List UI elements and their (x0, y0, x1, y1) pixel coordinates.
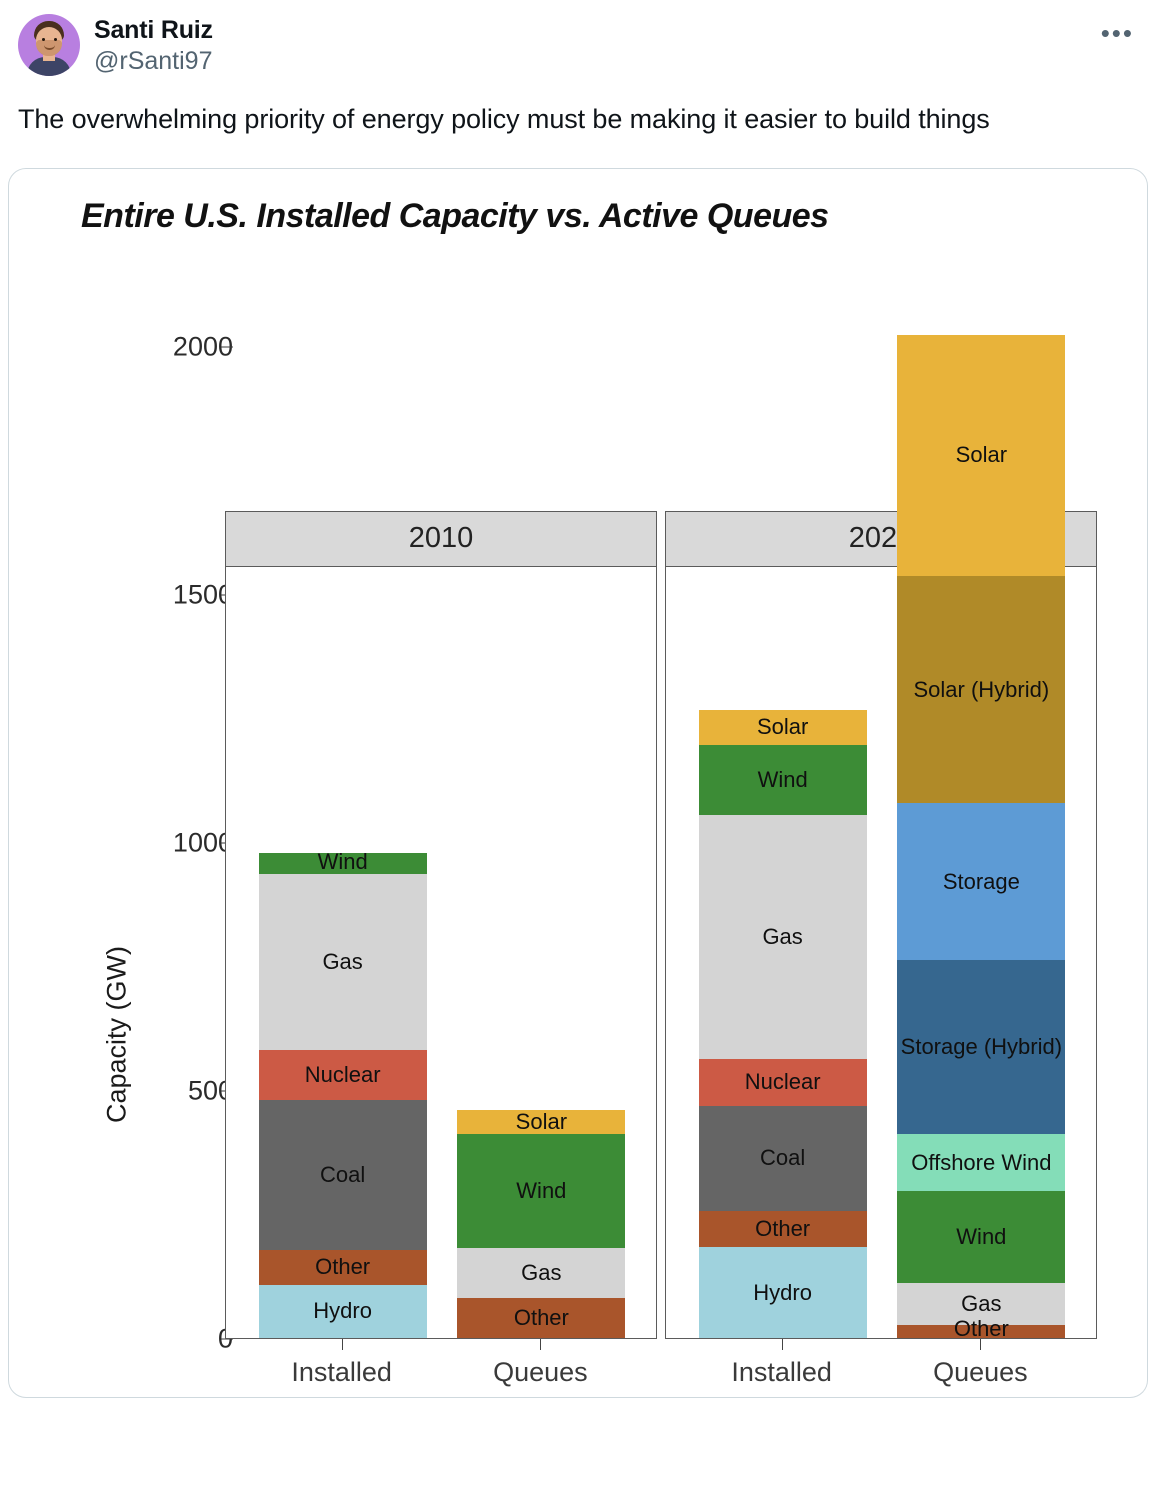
bar-segment-storage[interactable]: Storage (897, 803, 1066, 960)
stacked-bar-queues[interactable]: Solar Wind Gas Other (457, 1108, 626, 1338)
avatar-body (27, 57, 71, 76)
segment-label: Wind (757, 766, 808, 792)
panel-plot-body: Wind Gas Nuclear Coal Other Hydro Solar Wind Gas… (226, 567, 656, 1338)
user-handle[interactable]: @rSanti97 (94, 46, 213, 75)
segment-label: Nuclear (744, 1069, 821, 1095)
bar-segment-offshore-wind[interactable]: Offshore Wind (897, 1134, 1066, 1192)
segment-label: Other (513, 1304, 569, 1330)
y-tick-label: 2000 (172, 331, 233, 362)
bar-segment-other[interactable]: Other (457, 1297, 626, 1338)
stacked-bar-installed[interactable]: Solar Wind Gas Nuclear Coal Other Hydro (698, 709, 867, 1338)
chart-card[interactable]: Entire U.S. Installed Capacity vs. Activ… (8, 167, 1148, 1398)
bar-segment-solar[interactable]: Solar (698, 709, 867, 745)
segment-label: Hydro (313, 1298, 372, 1324)
segment-label: Coal (760, 1145, 806, 1171)
y-tick-label: 500 (187, 1075, 233, 1106)
segment-label: Wind (956, 1224, 1007, 1250)
avatar-neck (43, 53, 55, 61)
bar-segment-nuclear[interactable]: Nuclear (698, 1058, 867, 1106)
segment-label: Wind (516, 1177, 567, 1203)
avatar-eye-left (42, 38, 45, 41)
bar-segment-nuclear[interactable]: Nuclear (258, 1049, 427, 1100)
x-tick-label-queues: Queues (493, 1356, 588, 1387)
y-tick-label: 1000 (172, 827, 233, 858)
bar-segment-coal[interactable]: Coal (698, 1105, 867, 1211)
avatar-eye-right (54, 38, 57, 41)
segment-label: Solar (515, 1108, 568, 1134)
segment-label: Other (953, 1316, 1009, 1342)
tweet-header: Santi Ruiz @rSanti97 (18, 14, 1138, 76)
bar-segment-other[interactable]: Other (897, 1316, 1066, 1341)
segment-label: Storage (942, 868, 1020, 894)
bar-segment-other[interactable]: Other (698, 1210, 867, 1248)
x-tick-label-installed: Installed (731, 1356, 832, 1387)
panel-plot-body: Solar Wind Gas Nuclear Coal Other Hydro Solar So… (666, 334, 1096, 1341)
facet-strip-label: 2010 (225, 510, 657, 567)
y-tick-label: 0 (113, 1323, 233, 1354)
segment-label: Gas (961, 1291, 1002, 1317)
bar-segment-solar[interactable]: Solar (457, 1108, 626, 1134)
bar-segment-storage-hybrid[interactable]: Storage (Hybrid) (897, 959, 1066, 1135)
segment-label: Hydro (753, 1279, 812, 1305)
plot-area: Capacity (GW) 0500100015002000 2010WindG… (9, 169, 1147, 1397)
y-tick-mark (221, 1338, 233, 1340)
y-axis: 0 500 1000 1500 2000 (95, 169, 233, 1397)
stacked-bar-queues[interactable]: Solar Solar (Hybrid) Storage Storage (Hybri… (897, 334, 1066, 1341)
display-name[interactable]: Santi Ruiz (94, 16, 213, 44)
x-tick-label-installed: Installed (291, 1356, 392, 1387)
author-names: Santi Ruiz @rSanti97 (94, 14, 213, 76)
segment-label: Other (315, 1254, 371, 1280)
segment-label: Offshore Wind (911, 1149, 1052, 1175)
bar-segment-hydro[interactable]: Hydro (258, 1284, 427, 1338)
bar-segment-coal[interactable]: Coal (258, 1099, 427, 1251)
tweet-text: The overwhelming priority of energy poli… (18, 104, 990, 134)
avatar-smile (44, 45, 55, 50)
bar-segment-gas[interactable]: Gas (698, 814, 867, 1059)
chart-title: Entire U.S. Installed Capacity vs. Activ… (81, 196, 829, 235)
segment-label: Wind (317, 848, 368, 874)
avatar[interactable] (18, 14, 80, 76)
x-tick-mark (980, 1338, 982, 1350)
bar-segment-gas[interactable]: Gas (457, 1247, 626, 1298)
facet-panel-2010: 2010 Wind Gas Nuclear Coal Other Hydro Solar Win… (225, 510, 657, 1339)
x-tick-mark (540, 1338, 542, 1350)
segment-label: Gas (322, 948, 363, 974)
y-tick-mark (221, 346, 233, 348)
segment-label: Solar (756, 714, 809, 740)
segment-label: Gas (521, 1259, 562, 1285)
bar-segment-wind[interactable]: Wind (457, 1133, 626, 1248)
bar-segment-other[interactable]: Other (258, 1250, 427, 1285)
x-tick-mark (341, 1338, 343, 1350)
bar-segment-solar-hybrid[interactable]: Solar (Hybrid) (897, 576, 1066, 804)
bar-segment-gas[interactable]: Gas (897, 1283, 1066, 1326)
segment-label: Nuclear (304, 1061, 381, 1087)
tweet-container: Santi Ruiz @rSanti97 ••• The overwhelmin… (0, 0, 1156, 138)
bar-segment-wind[interactable]: Wind (698, 744, 867, 815)
x-tick-mark (781, 1338, 783, 1350)
segment-label: Solar (Hybrid) (913, 676, 1050, 702)
bar-segment-hydro[interactable]: Hydro (698, 1247, 867, 1338)
segment-label: Storage (Hybrid) (900, 1034, 1063, 1060)
segment-label: Solar (955, 442, 1008, 468)
stacked-bar-installed[interactable]: Wind Gas Nuclear Coal Other Hydro (258, 849, 427, 1338)
bar-segment-wind[interactable]: Wind (258, 849, 427, 875)
y-tick-label: 1500 (172, 579, 233, 610)
facet-panel-2022: 2022 Solar Wind Gas Nuclear Coal Other Hydro Sol… (665, 334, 1097, 1341)
segment-label: Gas (762, 923, 803, 949)
bar-segment-gas[interactable]: Gas (258, 874, 427, 1050)
more-options-icon[interactable]: ••• (1100, 18, 1134, 48)
x-tick-label-queues: Queues (933, 1356, 1028, 1387)
bar-segment-wind[interactable]: Wind (897, 1191, 1066, 1284)
bar-segment-solar[interactable]: Solar (897, 334, 1066, 577)
segment-label: Coal (320, 1161, 366, 1187)
segment-label: Other (755, 1216, 811, 1242)
